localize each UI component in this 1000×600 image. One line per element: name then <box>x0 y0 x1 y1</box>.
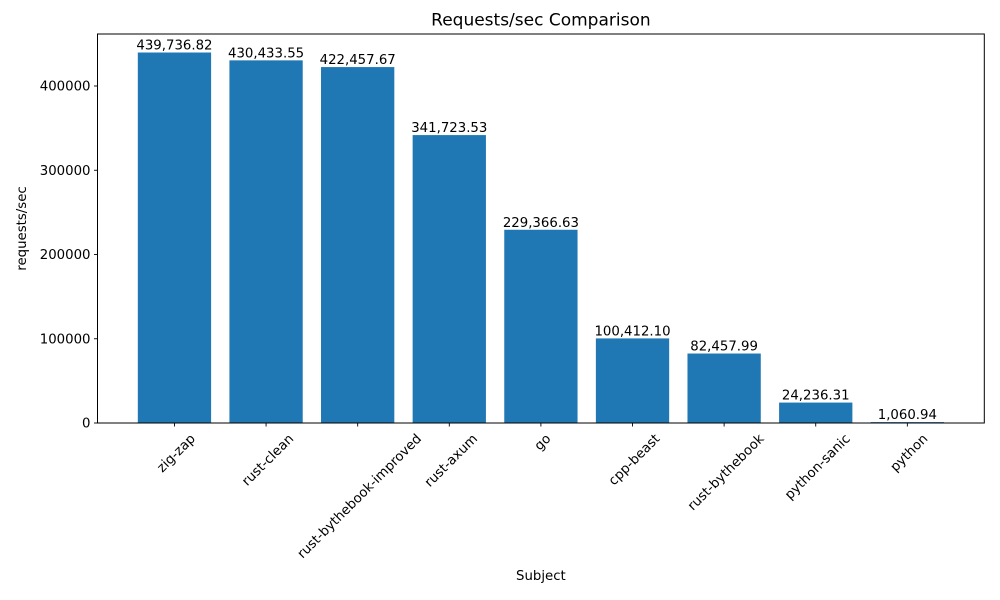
bar-value-label: 24,236.31 <box>782 389 850 404</box>
bar-rust-axum <box>412 135 486 423</box>
bar-value-label: 82,457.99 <box>690 340 758 355</box>
x-tick-label: rust-bythebook <box>685 431 768 514</box>
bar-value-label: 439,736.82 <box>136 39 212 54</box>
x-tick-label: python <box>888 432 931 475</box>
bar-value-label: 341,723.53 <box>411 121 487 136</box>
y-tick-label: 400000 <box>40 80 91 95</box>
x-axis-label: Subject <box>516 569 566 584</box>
y-tick-label: 300000 <box>40 164 91 179</box>
y-tick-label: 100000 <box>40 332 91 347</box>
x-tick-label: rust-axum <box>422 432 481 491</box>
x-tick-label: go <box>532 432 554 454</box>
y-tick-label: 200000 <box>40 248 91 263</box>
plot-area: 0 100000 200000 300000 400000 zig-zap rust-cle… <box>40 33 985 562</box>
bar-rust-clean <box>229 60 303 424</box>
bar-value-label: 100,412.10 <box>594 324 670 339</box>
y-axis-label: requests/sec <box>15 186 30 270</box>
bar-value-label: 422,457.67 <box>320 53 396 68</box>
bar-value-label: 430,433.55 <box>228 46 304 61</box>
bar-rust-bythebook-improved <box>321 67 395 423</box>
bar-value-label: 1,060.94 <box>878 408 937 423</box>
bar-cpp-beast <box>595 338 670 423</box>
bar-go <box>504 229 578 423</box>
bar-value-label: 229,366.63 <box>503 216 579 231</box>
x-tick-label: cpp-beast <box>606 432 663 489</box>
y-tick-label: 0 <box>82 417 90 432</box>
bar-zig-zap <box>137 52 212 424</box>
x-tick-label: zig-zap <box>155 432 199 476</box>
x-tick-label: python-sanic <box>782 432 853 503</box>
x-tick-label: rust-clean <box>239 432 297 490</box>
bar-rust-bythebook <box>687 353 761 423</box>
chart-title: Requests/sec Comparison <box>431 11 651 31</box>
x-tick-label: rust-bythebook-improved <box>295 432 425 562</box>
bar-python-sanic <box>779 402 853 423</box>
